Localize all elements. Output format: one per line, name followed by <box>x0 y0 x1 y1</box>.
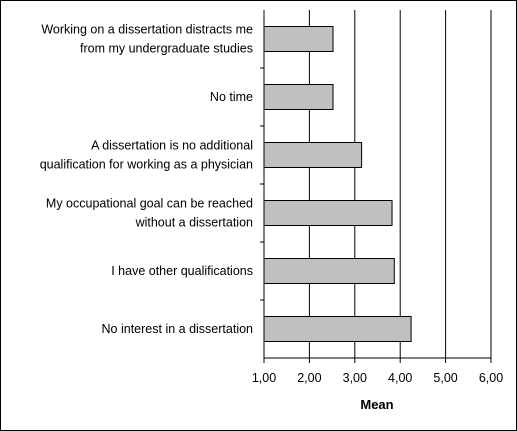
bars <box>263 26 412 342</box>
category-label: My occupational goal can be reached witho… <box>46 197 253 230</box>
category-labels: Working on a dissertation distracts me fr… <box>40 23 253 337</box>
x-tick-label: 3,00 <box>343 371 367 385</box>
bar <box>263 142 363 168</box>
x-tick-label: 6,00 <box>479 371 503 385</box>
category-label: Working on a dissertation distracts me fr… <box>41 23 253 56</box>
x-tick-label: 1,00 <box>252 371 276 385</box>
gridlines <box>308 10 492 358</box>
bar <box>263 26 334 52</box>
category-label: No interest in a dissertation <box>102 322 254 336</box>
bar <box>263 84 334 110</box>
category-label: No time <box>210 90 253 104</box>
x-tick-label: 5,00 <box>433 371 457 385</box>
bar <box>263 258 395 284</box>
category-label: A dissertation is no additional qualifica… <box>40 139 253 172</box>
x-tick-label: 4,00 <box>388 371 412 385</box>
x-axis-label: Mean <box>360 397 393 412</box>
x-tick-label: 2,00 <box>297 371 321 385</box>
bar <box>263 200 393 226</box>
axes <box>260 10 492 363</box>
bar <box>263 316 412 342</box>
x-tick-labels: 1,00 2,00 3,00 4,00 5,00 6,00 <box>252 371 503 385</box>
category-label: I have other qualifications <box>111 264 253 278</box>
